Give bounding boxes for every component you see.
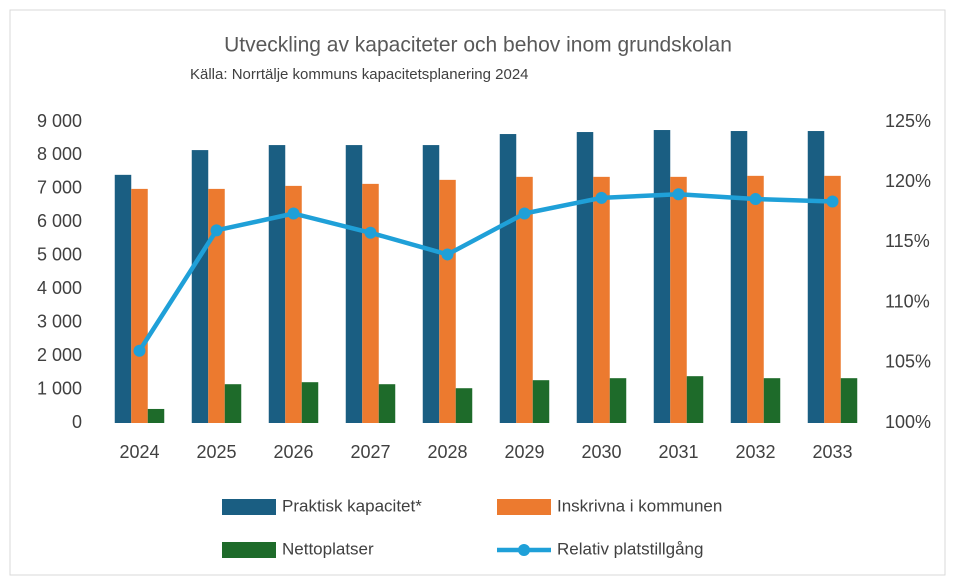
bar <box>747 175 764 423</box>
bar <box>301 382 319 423</box>
legend-label: Relativ platstillgång <box>557 539 703 558</box>
y2-tick-label: 125% <box>885 111 931 131</box>
bar <box>576 132 594 424</box>
line-marker <box>133 344 146 357</box>
legend-swatch <box>497 499 551 515</box>
y2-tick-label: 100% <box>885 412 931 432</box>
bar <box>653 130 671 423</box>
bar <box>362 183 379 423</box>
bar <box>191 150 209 424</box>
y-tick-label: 9 000 <box>37 111 82 131</box>
y-tick-label: 5 000 <box>37 245 82 265</box>
y2-tick-label: 105% <box>885 352 931 372</box>
bar <box>147 408 165 423</box>
y-tick-label: 3 000 <box>37 311 82 331</box>
y-tick-label: 4 000 <box>37 278 82 298</box>
bar <box>499 134 517 424</box>
bar <box>285 185 302 423</box>
bar <box>378 384 396 423</box>
x-tick-label: 2025 <box>196 442 236 462</box>
bar <box>763 378 781 423</box>
x-tick-label: 2029 <box>504 442 544 462</box>
bar <box>807 131 825 423</box>
line-marker <box>210 224 223 237</box>
chart-title: Utveckling av kapaciteter och behov inom… <box>224 34 732 57</box>
line-marker <box>595 191 608 204</box>
legend-label: Praktisk kapacitet* <box>282 496 422 515</box>
legend-swatch <box>518 544 530 556</box>
bar <box>516 176 533 423</box>
bar <box>730 131 748 423</box>
line-marker <box>749 193 762 206</box>
y-tick-label: 6 000 <box>37 211 82 231</box>
legend-swatch <box>222 499 276 515</box>
bar <box>208 188 225 423</box>
y2-tick-label: 115% <box>885 231 930 251</box>
bar <box>345 145 363 423</box>
bar <box>224 384 242 423</box>
bar <box>532 380 550 423</box>
legend-swatch <box>222 542 276 558</box>
legend-label: Inskrivna i kommunen <box>557 496 722 515</box>
x-tick-label: 2033 <box>812 442 852 462</box>
y-tick-label: 8 000 <box>37 144 82 164</box>
y2-tick-label: 120% <box>885 171 931 191</box>
bar <box>670 176 687 423</box>
line-marker <box>364 226 377 239</box>
bar <box>686 376 704 423</box>
x-tick-label: 2026 <box>273 442 313 462</box>
y2-tick-label: 110% <box>885 291 930 311</box>
bar <box>422 145 440 423</box>
y-tick-label: 2 000 <box>37 345 82 365</box>
bar <box>840 378 858 423</box>
bar <box>114 174 132 423</box>
line-marker <box>287 207 300 220</box>
bar <box>439 179 456 423</box>
line-marker <box>518 207 531 220</box>
x-tick-label: 2032 <box>735 442 775 462</box>
bar <box>824 175 841 423</box>
line-marker <box>672 188 685 201</box>
bar <box>609 378 627 423</box>
chart-subtitle: Källa: Norrtälje kommuns kapacitetsplane… <box>190 66 529 83</box>
line-marker <box>441 248 454 261</box>
y-tick-label: 7 000 <box>37 178 82 198</box>
x-tick-label: 2030 <box>581 442 621 462</box>
x-tick-label: 2024 <box>119 442 159 462</box>
x-tick-label: 2028 <box>427 442 467 462</box>
bar <box>131 188 148 423</box>
chart-frame <box>9 9 946 576</box>
bar <box>593 176 610 423</box>
y-tick-label: 1 000 <box>37 378 82 398</box>
x-tick-label: 2031 <box>658 442 698 462</box>
bar <box>268 145 286 423</box>
bar <box>455 388 473 423</box>
x-tick-label: 2027 <box>350 442 390 462</box>
legend-label: Nettoplatser <box>282 539 374 558</box>
y-tick-label: 0 <box>72 412 82 432</box>
line <box>137 191 833 352</box>
line-marker <box>826 195 839 208</box>
